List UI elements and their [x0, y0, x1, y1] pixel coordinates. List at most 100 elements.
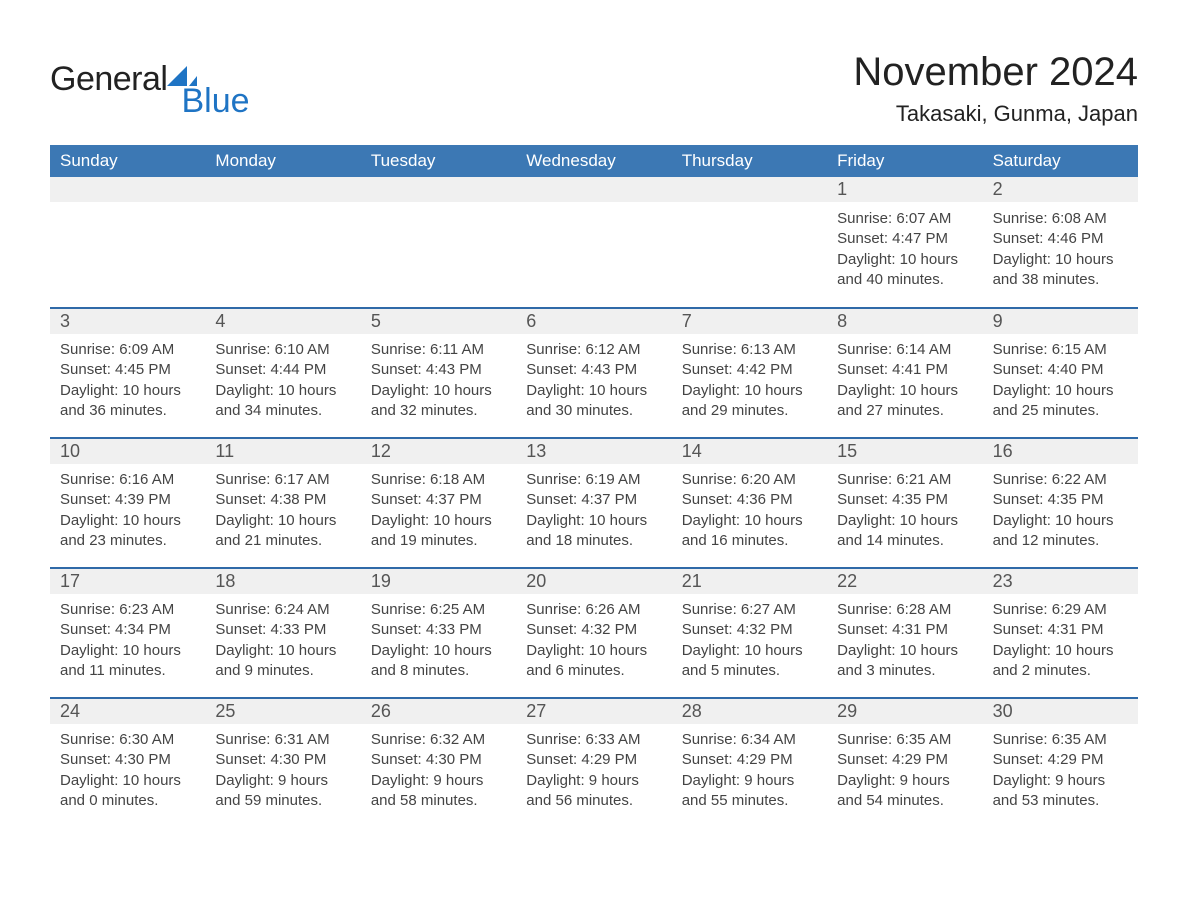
- sunset-text: Sunset: 4:36 PM: [682, 490, 817, 510]
- day-cell: Sunrise: 6:13 AMSunset: 4:42 PMDaylight:…: [672, 336, 827, 435]
- day-cell: Sunrise: 6:16 AMSunset: 4:39 PMDaylight:…: [50, 466, 205, 565]
- sunset-text: Sunset: 4:43 PM: [371, 360, 506, 380]
- daynum-row: 24252627282930: [50, 699, 1138, 724]
- sunset-text: Sunset: 4:43 PM: [526, 360, 661, 380]
- day-number: 20: [516, 569, 671, 594]
- day-cell: Sunrise: 6:23 AMSunset: 4:34 PMDaylight:…: [50, 596, 205, 695]
- sunrise-text: Sunrise: 6:28 AM: [837, 600, 972, 620]
- sunrise-text: Sunrise: 6:31 AM: [215, 730, 350, 750]
- daylight1-text: Daylight: 10 hours: [993, 250, 1128, 270]
- weekday-header: Sunday: [50, 145, 205, 177]
- sunrise-text: Sunrise: 6:23 AM: [60, 600, 195, 620]
- day-cell: Sunrise: 6:35 AMSunset: 4:29 PMDaylight:…: [983, 726, 1138, 825]
- sunrise-text: Sunrise: 6:22 AM: [993, 470, 1128, 490]
- sunset-text: Sunset: 4:35 PM: [993, 490, 1128, 510]
- sunset-text: Sunset: 4:32 PM: [682, 620, 817, 640]
- sunset-text: Sunset: 4:33 PM: [215, 620, 350, 640]
- daylight2-text: and 2 minutes.: [993, 661, 1128, 681]
- daylight2-text: and 34 minutes.: [215, 401, 350, 421]
- daylight2-text: and 25 minutes.: [993, 401, 1128, 421]
- sunset-text: Sunset: 4:30 PM: [215, 750, 350, 770]
- day-cell: [516, 205, 671, 223]
- daylight2-text: and 32 minutes.: [371, 401, 506, 421]
- sunrise-text: Sunrise: 6:24 AM: [215, 600, 350, 620]
- daylight2-text: and 11 minutes.: [60, 661, 195, 681]
- day-cell: Sunrise: 6:34 AMSunset: 4:29 PMDaylight:…: [672, 726, 827, 825]
- day-cell: Sunrise: 6:30 AMSunset: 4:30 PMDaylight:…: [50, 726, 205, 825]
- weekday-header: Saturday: [983, 145, 1138, 177]
- day-cell: Sunrise: 6:14 AMSunset: 4:41 PMDaylight:…: [827, 336, 982, 435]
- daynum-row: 12: [50, 177, 1138, 202]
- daylight1-text: Daylight: 10 hours: [371, 511, 506, 531]
- sunset-text: Sunset: 4:37 PM: [526, 490, 661, 510]
- sunset-text: Sunset: 4:45 PM: [60, 360, 195, 380]
- day-number: 13: [516, 439, 671, 464]
- day-cell: Sunrise: 6:24 AMSunset: 4:33 PMDaylight:…: [205, 596, 360, 695]
- day-number: 2: [983, 177, 1138, 202]
- daylight2-text: and 6 minutes.: [526, 661, 661, 681]
- daylight1-text: Daylight: 9 hours: [371, 771, 506, 791]
- daylight1-text: Daylight: 10 hours: [526, 511, 661, 531]
- day-number: 30: [983, 699, 1138, 724]
- calendar-body: 12Sunrise: 6:07 AMSunset: 4:47 PMDayligh…: [50, 177, 1138, 827]
- daylight1-text: Daylight: 9 hours: [682, 771, 817, 791]
- day-cell: Sunrise: 6:19 AMSunset: 4:37 PMDaylight:…: [516, 466, 671, 565]
- day-cell: Sunrise: 6:33 AMSunset: 4:29 PMDaylight:…: [516, 726, 671, 825]
- sunrise-text: Sunrise: 6:35 AM: [993, 730, 1128, 750]
- daylight1-text: Daylight: 10 hours: [526, 381, 661, 401]
- sunrise-text: Sunrise: 6:26 AM: [526, 600, 661, 620]
- sunset-text: Sunset: 4:31 PM: [837, 620, 972, 640]
- daylight1-text: Daylight: 10 hours: [993, 511, 1128, 531]
- day-cell: Sunrise: 6:11 AMSunset: 4:43 PMDaylight:…: [361, 336, 516, 435]
- title-block: November 2024 Takasaki, Gunma, Japan: [853, 50, 1138, 127]
- sunset-text: Sunset: 4:47 PM: [837, 229, 972, 249]
- daylight1-text: Daylight: 9 hours: [837, 771, 972, 791]
- day-cell: [205, 205, 360, 223]
- daylight1-text: Daylight: 10 hours: [215, 511, 350, 531]
- day-number: 6: [516, 309, 671, 334]
- day-number: 19: [361, 569, 516, 594]
- sunset-text: Sunset: 4:39 PM: [60, 490, 195, 510]
- calendar-week: 17181920212223Sunrise: 6:23 AMSunset: 4:…: [50, 567, 1138, 697]
- daylight1-text: Daylight: 10 hours: [371, 641, 506, 661]
- daylight2-text: and 30 minutes.: [526, 401, 661, 421]
- day-cell: Sunrise: 6:18 AMSunset: 4:37 PMDaylight:…: [361, 466, 516, 565]
- day-cell: [50, 205, 205, 223]
- daynum-row: 17181920212223: [50, 569, 1138, 594]
- day-number: 3: [50, 309, 205, 334]
- sunset-text: Sunset: 4:37 PM: [371, 490, 506, 510]
- day-number: 10: [50, 439, 205, 464]
- daylight1-text: Daylight: 10 hours: [682, 381, 817, 401]
- sunrise-text: Sunrise: 6:33 AM: [526, 730, 661, 750]
- sunset-text: Sunset: 4:35 PM: [837, 490, 972, 510]
- sunrise-text: Sunrise: 6:16 AM: [60, 470, 195, 490]
- daylight2-text: and 23 minutes.: [60, 531, 195, 551]
- sunrise-text: Sunrise: 6:15 AM: [993, 340, 1128, 360]
- day-number: 18: [205, 569, 360, 594]
- sunrise-text: Sunrise: 6:13 AM: [682, 340, 817, 360]
- page-title: November 2024: [853, 50, 1138, 95]
- day-number: 8: [827, 309, 982, 334]
- sunrise-text: Sunrise: 6:07 AM: [837, 209, 972, 229]
- calendar-week: 12Sunrise: 6:07 AMSunset: 4:47 PMDayligh…: [50, 177, 1138, 307]
- day-number: 28: [672, 699, 827, 724]
- daylight2-text: and 38 minutes.: [993, 270, 1128, 290]
- daylight2-text: and 5 minutes.: [682, 661, 817, 681]
- sunrise-text: Sunrise: 6:34 AM: [682, 730, 817, 750]
- sunset-text: Sunset: 4:42 PM: [682, 360, 817, 380]
- daylight1-text: Daylight: 10 hours: [215, 641, 350, 661]
- day-number: 29: [827, 699, 982, 724]
- sunrise-text: Sunrise: 6:25 AM: [371, 600, 506, 620]
- daylight1-text: Daylight: 10 hours: [60, 771, 195, 791]
- sunrise-text: Sunrise: 6:12 AM: [526, 340, 661, 360]
- sunrise-text: Sunrise: 6:29 AM: [993, 600, 1128, 620]
- sunset-text: Sunset: 4:34 PM: [60, 620, 195, 640]
- sunset-text: Sunset: 4:32 PM: [526, 620, 661, 640]
- logo: General Blue: [50, 60, 270, 99]
- daylight2-text: and 56 minutes.: [526, 791, 661, 811]
- daylight1-text: Daylight: 10 hours: [837, 641, 972, 661]
- day-number: 26: [361, 699, 516, 724]
- sunrise-text: Sunrise: 6:19 AM: [526, 470, 661, 490]
- daylight1-text: Daylight: 10 hours: [837, 250, 972, 270]
- day-number: 16: [983, 439, 1138, 464]
